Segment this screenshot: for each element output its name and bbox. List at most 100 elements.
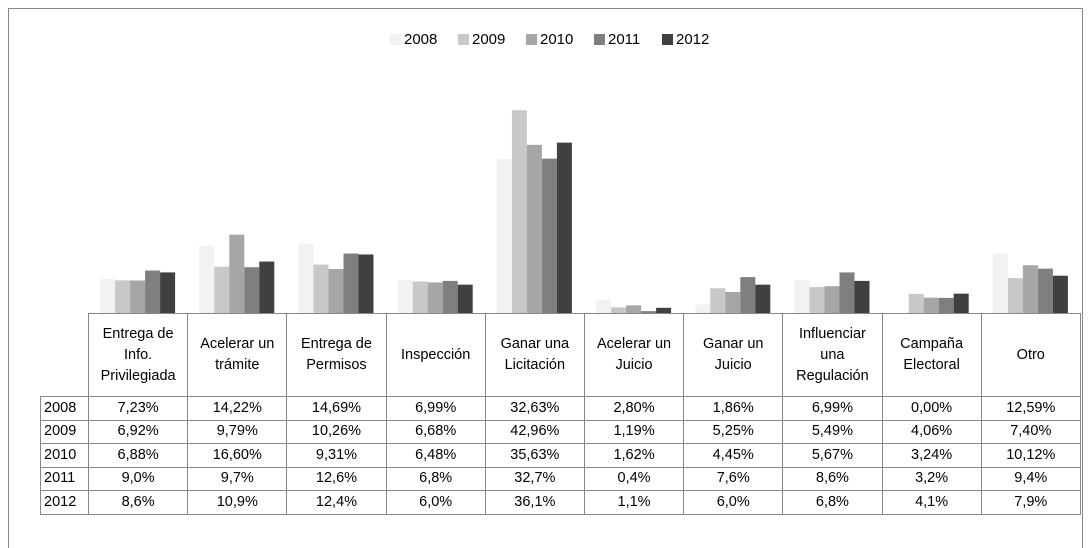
bar bbox=[740, 277, 756, 313]
bar bbox=[755, 284, 771, 313]
value-cell: 6,0% bbox=[385, 490, 486, 515]
value-cell: 9,31% bbox=[286, 443, 387, 468]
header-row: Entrega de Info. Privilegiada Acelerar un… bbox=[40, 313, 1081, 397]
category-label: Inspección bbox=[385, 313, 486, 397]
data-row: 2011 9,0% 9,7% 12,6% 6,8% 32,7% 0,4% 7,6% 8,6% 3,… bbox=[40, 466, 1081, 491]
bar bbox=[710, 288, 726, 313]
bar bbox=[511, 110, 527, 314]
bar bbox=[145, 270, 161, 313]
value-cell: 2,80% bbox=[583, 396, 685, 421]
value-cell: 14,69% bbox=[286, 396, 387, 421]
value-cell: 10,9% bbox=[187, 490, 288, 515]
value-cell: 4,1% bbox=[881, 490, 982, 515]
category-label: Ganar un Juicio bbox=[683, 313, 784, 397]
bar bbox=[1007, 278, 1023, 313]
bar bbox=[130, 280, 146, 313]
legend-swatch bbox=[594, 34, 605, 45]
bar bbox=[556, 142, 572, 313]
value-cell: 3,24% bbox=[881, 443, 982, 468]
bar bbox=[397, 280, 413, 313]
chart-border bbox=[8, 8, 1083, 548]
category-label: Acelerar un trámite bbox=[187, 313, 288, 397]
value-cell: 9,0% bbox=[87, 466, 189, 491]
value-cell: 6,68% bbox=[385, 419, 486, 444]
data-row: 2008 7,23% 14,22% 14,69% 6,99% 32,63% 2,80% 1,8… bbox=[40, 396, 1081, 421]
bar bbox=[358, 254, 374, 313]
bar bbox=[908, 293, 924, 313]
bar bbox=[457, 284, 473, 313]
bar bbox=[244, 267, 260, 313]
value-cell: 6,8% bbox=[385, 466, 486, 491]
bar bbox=[992, 253, 1008, 313]
legend-swatch bbox=[390, 34, 401, 45]
legend-label: 2012 bbox=[676, 31, 709, 48]
value-cell: 12,59% bbox=[980, 396, 1081, 421]
bar bbox=[854, 280, 870, 313]
bar bbox=[442, 280, 458, 313]
value-cell: 7,40% bbox=[980, 419, 1081, 444]
bar bbox=[229, 234, 245, 313]
category-label: Influenciar una Regulación bbox=[782, 313, 883, 397]
value-cell: 0,4% bbox=[583, 466, 685, 491]
category-label: Entrega de Permisos bbox=[286, 313, 387, 397]
bar bbox=[641, 311, 657, 313]
bar bbox=[313, 264, 329, 313]
bar bbox=[496, 158, 512, 313]
value-cell: 32,7% bbox=[484, 466, 585, 491]
value-cell: 16,60% bbox=[187, 443, 288, 468]
value-cell: 10,12% bbox=[980, 443, 1081, 468]
category-label: Campaña Electoral bbox=[881, 313, 982, 397]
bar bbox=[923, 297, 939, 313]
legend-swatch bbox=[662, 34, 673, 45]
value-cell: 42,96% bbox=[484, 419, 585, 444]
row-header: 2008 bbox=[40, 396, 89, 421]
value-cell: 9,7% bbox=[187, 466, 288, 491]
value-cell: 6,48% bbox=[385, 443, 486, 468]
value-cell: 1,1% bbox=[583, 490, 685, 515]
category-label: Otro bbox=[980, 313, 1081, 397]
bar bbox=[626, 305, 642, 313]
value-cell: 1,86% bbox=[683, 396, 784, 421]
bar bbox=[725, 291, 741, 313]
legend-label: 2009 bbox=[472, 31, 505, 48]
value-cell: 7,9% bbox=[980, 490, 1081, 515]
bar bbox=[541, 158, 557, 313]
value-cell: 7,23% bbox=[87, 396, 189, 421]
value-cell: 6,88% bbox=[87, 443, 189, 468]
value-cell: 9,4% bbox=[980, 466, 1081, 491]
legend-label: 2010 bbox=[540, 31, 573, 48]
value-cell: 6,92% bbox=[87, 419, 189, 444]
bar bbox=[259, 261, 275, 313]
data-row: 2009 6,92% 9,79% 10,26% 6,68% 42,96% 1,19% 5,25… bbox=[40, 419, 1081, 444]
bar bbox=[328, 269, 344, 313]
legend-label: 2008 bbox=[404, 31, 437, 48]
bar bbox=[656, 307, 672, 313]
value-cell: 32,63% bbox=[484, 396, 585, 421]
value-cell: 5,67% bbox=[782, 443, 883, 468]
row-header: 2009 bbox=[40, 419, 89, 444]
category-label: Acelerar un Juicio bbox=[583, 313, 685, 397]
bar bbox=[427, 282, 443, 313]
category-label: Ganar una Licitación bbox=[484, 313, 585, 397]
data-row: 2012 8,6% 10,9% 12,4% 6,0% 36,1% 1,1% 6,0% 6,8% 4… bbox=[40, 490, 1081, 515]
value-cell: 5,25% bbox=[683, 419, 784, 444]
value-cell: 8,6% bbox=[87, 490, 189, 515]
row-header: 2010 bbox=[40, 443, 89, 468]
bar bbox=[611, 307, 627, 313]
bar bbox=[596, 299, 612, 313]
value-cell: 6,99% bbox=[782, 396, 883, 421]
value-cell: 1,62% bbox=[583, 443, 685, 468]
bar bbox=[1037, 268, 1053, 313]
bar bbox=[214, 266, 230, 313]
bar bbox=[199, 245, 215, 313]
bar bbox=[526, 144, 542, 313]
bar bbox=[1052, 275, 1068, 313]
bar bbox=[160, 272, 176, 313]
bar bbox=[938, 297, 954, 313]
value-cell: 36,1% bbox=[484, 490, 585, 515]
value-cell: 0,00% bbox=[881, 396, 982, 421]
bar bbox=[115, 280, 131, 313]
row-header: 2012 bbox=[40, 490, 89, 515]
corner-cell bbox=[40, 313, 89, 397]
